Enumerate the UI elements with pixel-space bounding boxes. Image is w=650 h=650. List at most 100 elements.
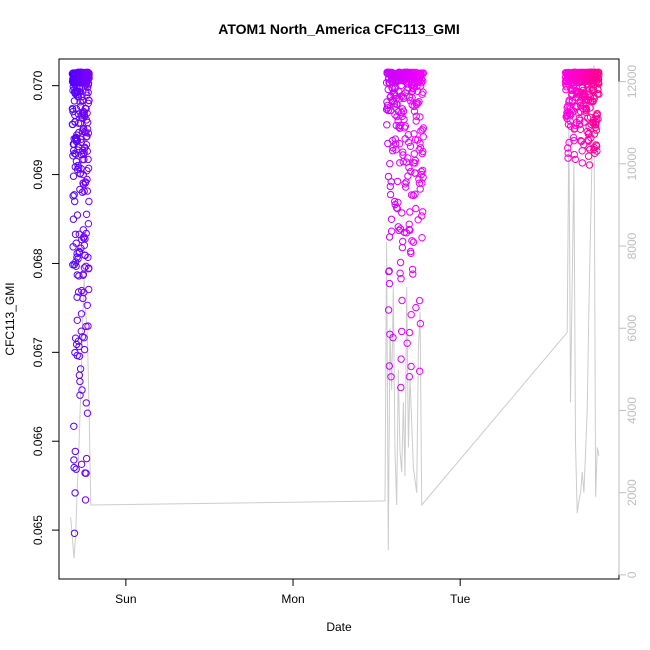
data-point [398, 209, 406, 217]
data-point [593, 142, 601, 150]
data-point [410, 107, 419, 116]
data-point [582, 105, 591, 113]
data-point [383, 121, 391, 129]
data-point [85, 285, 93, 294]
data-point [387, 178, 395, 186]
data-point [415, 179, 424, 187]
altitude-line [70, 65, 600, 559]
data-point [84, 155, 92, 164]
data-point [402, 183, 410, 191]
data-point [419, 173, 427, 182]
data-point [407, 249, 415, 258]
data-point [399, 148, 407, 156]
data-point [84, 118, 92, 127]
data-point [384, 85, 392, 94]
y-tick-label: 0.068 [31, 248, 45, 278]
data-point [386, 160, 394, 168]
data-point [416, 78, 424, 86]
right-y-tick-label: 12000 [625, 65, 639, 99]
data-point [397, 355, 405, 363]
data-point [83, 147, 92, 155]
data-point [82, 229, 90, 238]
data-point [594, 78, 603, 86]
data-point [406, 208, 414, 216]
y-tick-label: 0.069 [31, 159, 45, 189]
data-point [73, 211, 82, 219]
data-point [589, 85, 598, 94]
data-point [75, 342, 83, 351]
data-point [416, 367, 424, 375]
x-tick-label: Mon [281, 592, 304, 606]
data-point [564, 154, 572, 162]
data-point [83, 409, 92, 417]
data-point [393, 177, 402, 186]
data-point [407, 362, 415, 371]
data-point [71, 230, 80, 239]
data-point [80, 334, 88, 342]
data-point [78, 333, 87, 341]
data-point [78, 386, 86, 394]
data-point [404, 131, 413, 139]
data-point [394, 223, 402, 231]
data-point [77, 460, 86, 468]
data-point [565, 138, 573, 147]
data-point [69, 215, 78, 223]
data-point [407, 311, 415, 319]
data-point [386, 190, 395, 199]
data-point [578, 147, 586, 155]
data-point [412, 204, 420, 213]
data-point [412, 117, 420, 125]
data-point [401, 180, 409, 188]
data-point [569, 133, 578, 142]
data-point [83, 187, 92, 195]
data-point [384, 106, 392, 115]
data-point [564, 144, 572, 152]
data-point [70, 529, 79, 537]
data-point [411, 169, 419, 177]
data-point [407, 167, 415, 176]
data-point [70, 456, 78, 464]
data-point [84, 88, 92, 97]
data-point [73, 316, 82, 324]
data-point [78, 188, 87, 196]
y-axis-label: CFC113_GMI [3, 282, 17, 355]
data-point [415, 296, 424, 305]
altitude-line-layer [70, 65, 600, 559]
data-point [393, 204, 401, 212]
data-point [394, 198, 402, 207]
data-point [84, 99, 93, 108]
data-point [419, 88, 427, 96]
data-point [401, 122, 410, 130]
data-point [585, 161, 594, 169]
data-point [82, 399, 91, 407]
data-point [418, 234, 426, 242]
data-point [395, 140, 404, 148]
data-point [411, 190, 419, 198]
data-point [418, 179, 426, 187]
data-point [82, 454, 91, 463]
data-point [409, 270, 417, 278]
data-point [85, 70, 93, 79]
data-point [385, 362, 393, 370]
data-point [386, 182, 394, 191]
data-point [82, 128, 90, 137]
data-point [387, 215, 396, 224]
data-point [586, 145, 594, 154]
data-point [411, 156, 419, 165]
right-y-axis: 0 2000 4000 6000 8000 10000 12000 [618, 65, 639, 578]
data-point [70, 422, 78, 430]
data-point [71, 489, 79, 497]
data-point [72, 150, 80, 158]
data-point [397, 383, 405, 392]
data-point [396, 269, 404, 277]
data-point [77, 327, 86, 335]
right-y-tick-label: 2000 [625, 479, 639, 506]
data-point [409, 238, 418, 246]
data-point [562, 77, 570, 85]
data-point [418, 126, 427, 134]
data-point [396, 258, 405, 267]
data-point [75, 352, 84, 360]
data-point [385, 279, 394, 288]
data-point [83, 167, 91, 175]
